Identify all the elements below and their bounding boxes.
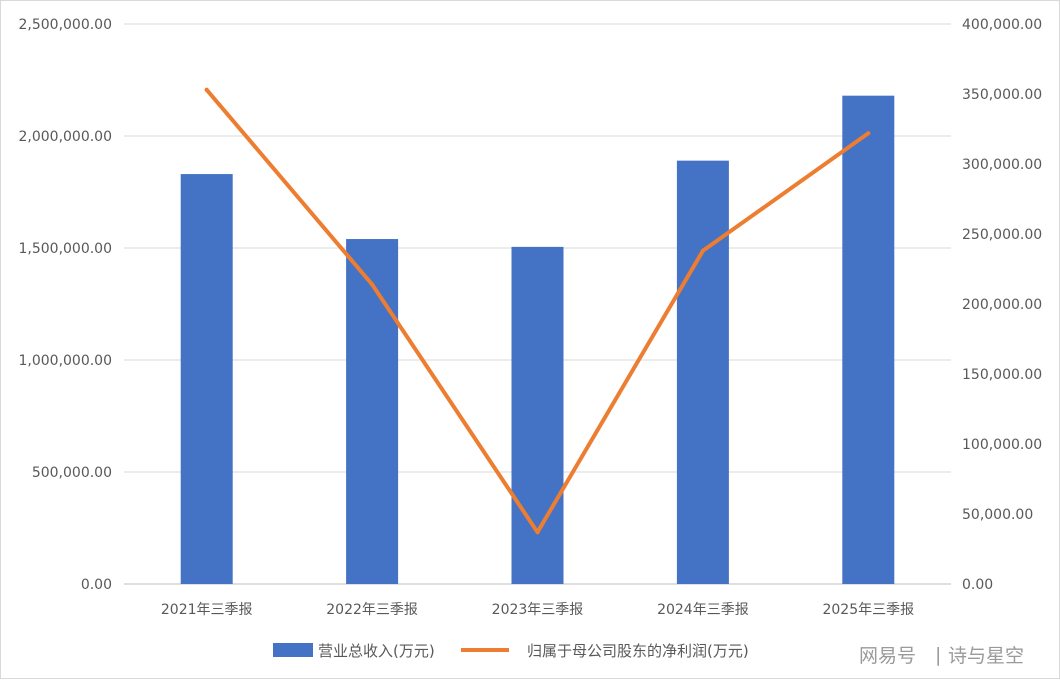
bar (511, 246, 564, 584)
right-tick-label: 150,000.00 (962, 367, 1042, 383)
watermark: 网易号 | 诗与星空 (859, 644, 1024, 667)
legend: 营业总收入(万元) 归属于母公司股东的净利润(万元) (273, 642, 749, 660)
left-tick-label: 1,000,000.00 (18, 353, 112, 369)
right-tick-label: 50,000.00 (962, 507, 1033, 523)
legend-label-net-profit: 归属于母公司股东的净利润(万元) (527, 642, 749, 660)
bar (346, 239, 399, 585)
watermark-logo-text: 网易号 (859, 645, 916, 667)
left-tick-label: 500,000.00 (32, 465, 112, 481)
x-axis-ticks: 2021年三季报 2022年三季报 2023年三季报 2024年三季报 2025年三季报 (161, 602, 914, 618)
x-tick-label: 2021年三季报 (161, 602, 253, 618)
line-point (535, 530, 540, 535)
bar-series-revenue (180, 95, 895, 585)
left-axis-ticks: 0.00 500,000.00 1,000,000.00 1,500,000.00 2,… (18, 17, 112, 593)
x-tick-label: 2022年三季报 (326, 602, 418, 618)
bar (180, 174, 233, 584)
right-tick-label: 250,000.00 (962, 227, 1042, 243)
left-tick-label: 1,500,000.00 (18, 241, 112, 257)
right-tick-label: 400,000.00 (962, 17, 1042, 33)
watermark-separator: | (935, 644, 941, 666)
x-tick-label: 2023年三季报 (492, 602, 584, 618)
line-point (700, 248, 705, 253)
x-tick-label: 2024年三季报 (657, 602, 749, 618)
right-tick-label: 300,000.00 (962, 157, 1042, 173)
right-axis-ticks: 0.00 50,000.00 100,000.00 150,000.00 200,000… (962, 17, 1042, 593)
legend-swatch-revenue (273, 643, 313, 657)
line-point (204, 87, 209, 92)
left-tick-label: 2,500,000.00 (18, 17, 112, 33)
left-tick-label: 2,000,000.00 (18, 129, 112, 145)
line-point (370, 282, 375, 287)
bar (842, 95, 895, 585)
line-series-net-profit (204, 87, 871, 535)
right-tick-label: 200,000.00 (962, 297, 1042, 313)
watermark-author: 诗与星空 (948, 645, 1024, 667)
bar (676, 160, 729, 584)
right-tick-label: 350,000.00 (962, 87, 1042, 103)
right-tick-label: 100,000.00 (962, 437, 1042, 453)
left-tick-label: 0.00 (81, 577, 112, 593)
x-tick-label: 2025年三季报 (822, 602, 914, 618)
legend-label-revenue: 营业总收入(万元) (318, 642, 435, 660)
line-point (866, 131, 871, 136)
right-tick-label: 0.00 (962, 577, 993, 593)
